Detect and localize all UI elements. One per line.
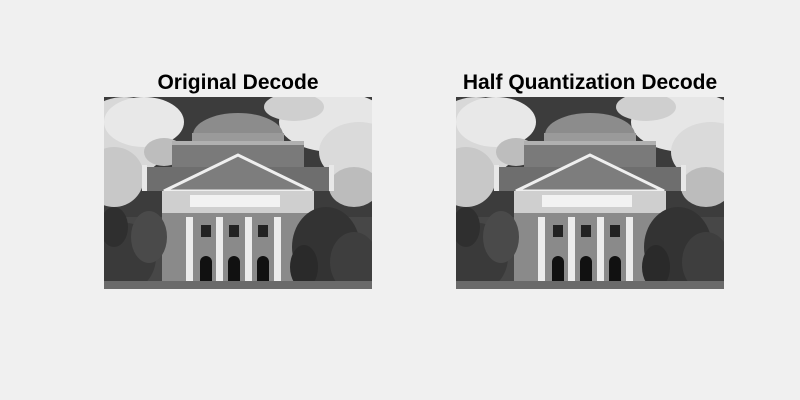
building-photo [104,97,372,289]
half-quantization-decode-image [456,97,724,289]
left-axes-title: Original Decode [157,71,319,94]
building-photo [456,97,724,289]
original-decode-image [104,97,372,289]
right-axes-title: Half Quantization Decode [462,71,718,94]
